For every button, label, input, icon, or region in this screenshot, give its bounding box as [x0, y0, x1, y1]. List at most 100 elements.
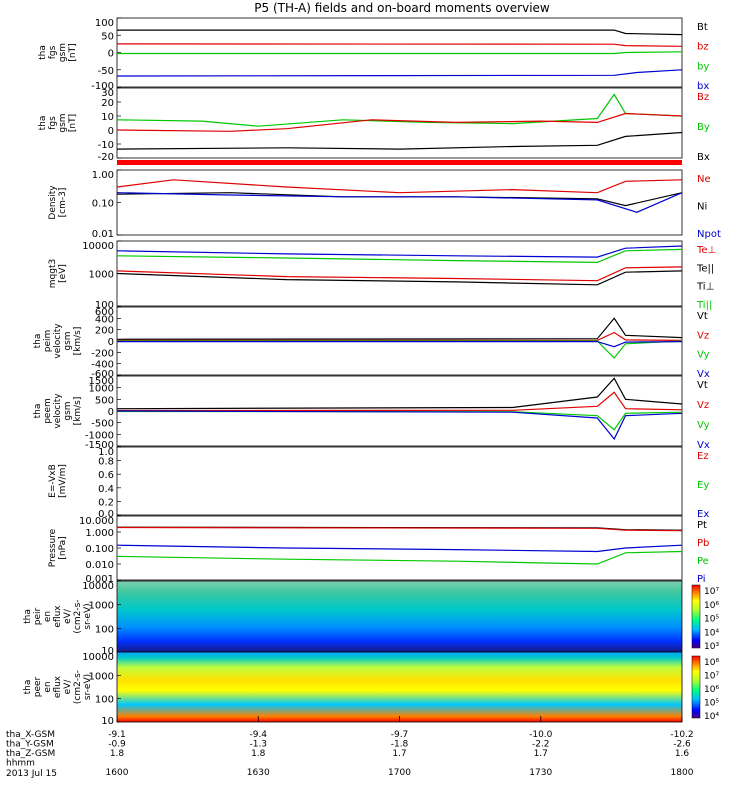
y-tick-label: 10 [101, 716, 114, 727]
y-tick-label: 10 [101, 646, 114, 657]
y-axis-label: eV/ [63, 679, 73, 695]
colorbar-tick-label: 10⁷ [704, 672, 719, 682]
y-axis-label: peem [43, 398, 53, 424]
series-line-Vt [116, 317, 683, 340]
colorbar-tick-label: 10⁸ [704, 658, 719, 668]
panel-3: 1.00 0.10 0.01 Density [cm-3] Ne Ni Npot [48, 169, 721, 240]
legend-entry: Ex [697, 509, 709, 520]
colorbar [691, 584, 701, 649]
y-tick-label: 20 [101, 98, 114, 109]
y-tick-label: 100 [95, 624, 114, 635]
series-line-Ti|| [116, 248, 683, 264]
time-axis-value: 1.8 [110, 749, 125, 759]
series-line-Ne [116, 179, 683, 194]
colorbar-tick-label: 10⁶ [704, 601, 719, 611]
x-tick-label: 1800 [671, 768, 694, 778]
y-axis-label: (cm2-s- [73, 599, 83, 633]
y-tick-label: 10 [101, 112, 114, 123]
y-axis-label: tha [23, 680, 33, 695]
x-tick-label: 1700 [388, 768, 411, 778]
y-tick-label: 1000 [89, 270, 114, 281]
y-axis-label: [cm-3] [58, 188, 68, 218]
series-line-Pi [116, 544, 683, 553]
legend-entry: Npot [697, 229, 721, 240]
time-axis-value: 1.8 [251, 749, 266, 759]
legend-entry: Bx [697, 152, 710, 163]
panel-1: 100 50 0 -50 -100 tha fgs gsm [nT] Bt bz by bx [38, 17, 709, 92]
time-axis-group: tha_X-GSM -9.1 -9.4 -9.7 -10.0 -10.2 tha_Y-GSM… [6, 716, 694, 779]
legend-entry: Ne [697, 174, 711, 185]
time-axis-value: -0.9 [108, 740, 126, 750]
y-axis-label: en [43, 681, 53, 692]
y-tick-label: 100 [95, 18, 114, 29]
y-axis-label: [nT] [68, 114, 78, 132]
panel-frame [116, 169, 683, 236]
spectrogram [117, 652, 682, 722]
y-tick-label: 0.6 [98, 470, 114, 481]
y-axis-label: [nPa] [58, 536, 68, 559]
y-axis-label: [eV] [58, 264, 68, 283]
panel-10: 10⁸ 10⁷ 10⁶ 10⁵ 10⁴ 10000 1000 100 10 tha peer en ef… [23, 651, 719, 727]
y-tick-label: 0.100 [85, 544, 114, 555]
series-line-Vz [116, 391, 683, 412]
y-tick-label: 10000 [82, 652, 114, 663]
y-axis-label: Density [48, 185, 58, 220]
y-tick-label: 1.00 [92, 170, 114, 181]
y-tick-label: 0 [108, 337, 114, 348]
panel-frame [116, 17, 683, 88]
y-tick-label: -200 [91, 348, 114, 359]
legend-entry: Vx [697, 440, 710, 451]
time-axis-value: -9.7 [391, 730, 409, 740]
y-axis-label: [mV/m] [58, 464, 68, 498]
time-axis-row-label: tha_X-GSM [6, 730, 55, 740]
y-axis-label: eV/ [63, 608, 73, 624]
series-line-Bt [117, 29, 683, 36]
panel-frame [116, 446, 683, 516]
y-axis-label: gsm [58, 113, 68, 132]
legend-entry: by [697, 61, 709, 72]
legend-entry: Ez [697, 451, 709, 462]
y-tick-label: -500 [91, 419, 114, 430]
y-tick-label: 30 [101, 88, 114, 99]
y-axis-label: [km/s] [73, 327, 83, 356]
series-line-bz [116, 43, 683, 47]
series-line-Bx [116, 131, 683, 150]
legend-entry: Pe [697, 556, 709, 567]
series-line-Vy [117, 340, 683, 359]
y-axis-label: velocity [53, 393, 63, 429]
y-axis-label: (cm2-s- [73, 670, 83, 704]
x-tick-label: 1600 [106, 768, 129, 778]
spectrogram [117, 581, 682, 652]
y-tick-label: -10 [98, 140, 114, 151]
y-tick-label: 100 [95, 300, 114, 311]
colorbar-tick-label: 10⁷ [704, 587, 719, 597]
y-axis-label: mqgt3 [48, 259, 58, 288]
y-axis-label: gsm [63, 331, 73, 350]
legend-entry: Vt [697, 380, 708, 391]
y-tick-label: 100 [95, 695, 114, 706]
y-axis-label: peer [33, 676, 43, 697]
y-axis-label: peim [43, 330, 53, 353]
y-tick-label: 500 [95, 395, 114, 406]
time-axis-value: 1.7 [534, 749, 548, 759]
legend-entry: Bt [697, 22, 708, 33]
x-tick-label: 1730 [529, 768, 552, 778]
date-label: 2013 Jul 15 [6, 769, 57, 779]
y-tick-label: -600 [91, 369, 114, 380]
legend-entry: bz [697, 42, 709, 53]
time-axis-row-label: tha_Z-GSM [6, 749, 55, 759]
legend-entry: Ti⊥ [696, 282, 714, 293]
time-axis-value: -9.4 [249, 730, 267, 740]
y-axis-label: tha [33, 404, 43, 419]
time-axis-value: -2.2 [532, 740, 550, 750]
y-tick-label: -100 [91, 81, 114, 92]
y-tick-label: 1.000 [85, 528, 114, 539]
y-tick-label: 0 [108, 126, 114, 137]
y-axis-label: peir [33, 607, 43, 625]
time-axis-value: 1.7 [392, 749, 406, 759]
